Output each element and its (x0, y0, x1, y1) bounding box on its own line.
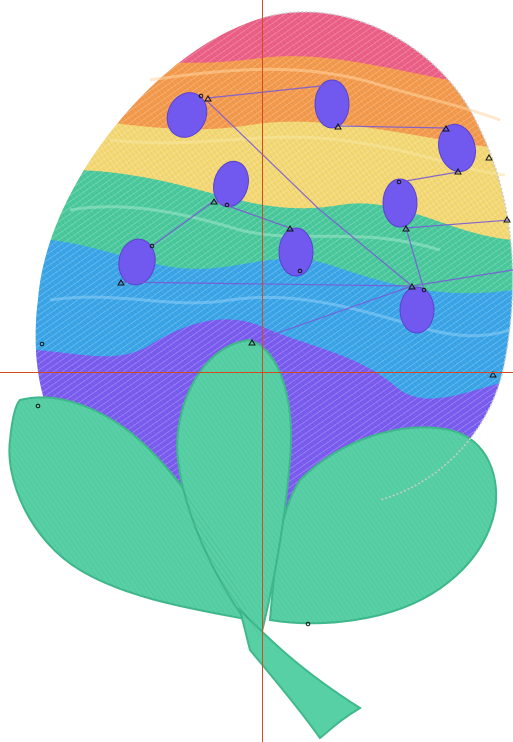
stitch-marker-icon (248, 339, 256, 346)
end-marker-icon (198, 93, 204, 99)
stitch-marker-icon (442, 125, 450, 132)
stitch-marker-icon (286, 225, 294, 232)
stitch-marker-icon (485, 154, 493, 161)
stitch-marker-icon (117, 279, 125, 286)
stitch-marker-icon (408, 283, 416, 290)
end-marker-icon (149, 243, 155, 249)
spot-3 (438, 123, 476, 173)
egg-spots (118, 79, 476, 334)
spot-7 (278, 227, 314, 277)
stitch-marker-icon (210, 198, 218, 205)
stitch-marker-icon (204, 95, 212, 102)
spot-4 (213, 160, 249, 208)
end-marker-icon (297, 268, 303, 274)
stitch-markers (35, 93, 511, 627)
end-marker-icon (396, 179, 402, 185)
end-marker-icon (421, 287, 427, 293)
spot-5 (382, 178, 418, 228)
spot-6 (118, 238, 156, 286)
end-marker-icon (39, 341, 45, 347)
stitch-marker-icon (489, 371, 497, 378)
stitch-marker-icon (334, 123, 342, 130)
stitch-marker-icon (503, 216, 511, 223)
stitch-marker-icon (454, 168, 462, 175)
spot-1 (166, 92, 208, 138)
jump-stitch-lines (119, 84, 513, 343)
stem (238, 606, 362, 740)
end-marker-icon (305, 621, 311, 627)
stitch-marker-icon (402, 225, 410, 232)
spot-2 (314, 79, 350, 129)
end-marker-icon (35, 403, 41, 409)
end-marker-icon (224, 202, 230, 208)
spot-8 (399, 286, 435, 334)
